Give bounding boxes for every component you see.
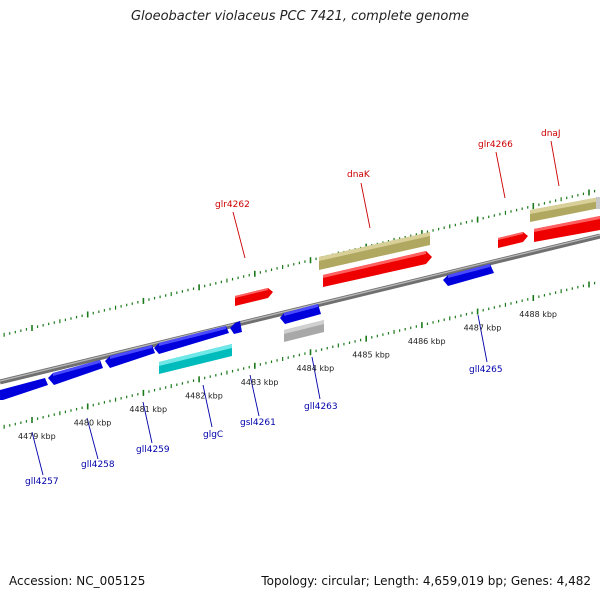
gene-dnaK-feature[interactable] — [323, 251, 432, 287]
scale-label: 4483 kbp — [241, 378, 279, 387]
scale-label: 4480 kbp — [74, 418, 112, 427]
gene-labels: glr4262 dnaK glr4266 dnaJ gll4257 gll425… — [25, 129, 561, 487]
gene-label-dnaK[interactable]: dnaK — [347, 170, 371, 180]
gene-label-glr4266[interactable]: glr4266 — [478, 140, 513, 150]
gene-gll4263-feature[interactable] — [280, 304, 321, 324]
gene-label-glr4262[interactable]: glr4262 — [215, 200, 250, 210]
gene-label-gll4263[interactable]: gll4263 — [304, 402, 338, 412]
gene-gll4258-feature[interactable] — [48, 360, 103, 385]
gene-gll4265-feature[interactable] — [443, 264, 494, 286]
scale-label: 4488 kbp — [519, 310, 557, 319]
scale-label: 4482 kbp — [185, 391, 223, 400]
scale-label: 4487 kbp — [464, 324, 502, 333]
scale-label: 4484 kbp — [297, 364, 335, 373]
pseudo-gene-feature[interactable] — [284, 320, 324, 342]
scale-labels: 4479 kbp 4480 kbp 4481 kbp 4482 kbp 4483 kbp… — [18, 310, 557, 441]
gene-label-gll4258[interactable]: gll4258 — [81, 460, 115, 470]
scale-label: 4486 kbp — [408, 337, 446, 346]
genome-backbone — [0, 233, 600, 385]
lower-tick-track — [3, 281, 596, 429]
gene-gll4260-feature[interactable] — [154, 326, 229, 354]
gene-label-gll4265[interactable]: gll4265 — [469, 365, 503, 375]
pseudo-feature-edge[interactable] — [596, 197, 600, 209]
topology-summary: Topology: circular; Length: 4,659,019 bp… — [261, 574, 591, 588]
gene-gll4257-feature[interactable] — [0, 378, 48, 400]
gene-glr4266-feature[interactable] — [498, 232, 528, 248]
gene-dnaJ-feature[interactable] — [534, 216, 600, 242]
gene-label-glgC[interactable]: glgC — [203, 430, 223, 440]
scale-label: 4485 kbp — [352, 351, 390, 360]
gene-glr4262-feature[interactable] — [235, 288, 273, 306]
gene-label-leaders — [31, 140, 560, 476]
gene-label-gsl4261[interactable]: gsl4261 — [240, 418, 276, 428]
accession-text: Accession: NC_005125 — [9, 574, 146, 588]
gene-glgC-feature[interactable] — [159, 344, 232, 374]
scale-label: 4479 kbp — [18, 432, 56, 441]
gene-label-gll4259[interactable]: gll4259 — [136, 445, 170, 455]
map-title: Gloeobacter violaceus PCC 7421, complete… — [130, 9, 470, 24]
rna-feature-dnaJ-region[interactable] — [530, 197, 600, 222]
gene-label-gll4257[interactable]: gll4257 — [25, 477, 59, 487]
gene-label-dnaJ[interactable]: dnaJ — [541, 129, 561, 139]
scale-label: 4481 kbp — [129, 405, 167, 414]
gene-gll4259-feature[interactable] — [105, 345, 155, 368]
gene-gsl4261-feature[interactable] — [230, 321, 242, 334]
gene-features — [0, 197, 600, 400]
rna-feature-dnaK-region[interactable] — [319, 232, 430, 270]
